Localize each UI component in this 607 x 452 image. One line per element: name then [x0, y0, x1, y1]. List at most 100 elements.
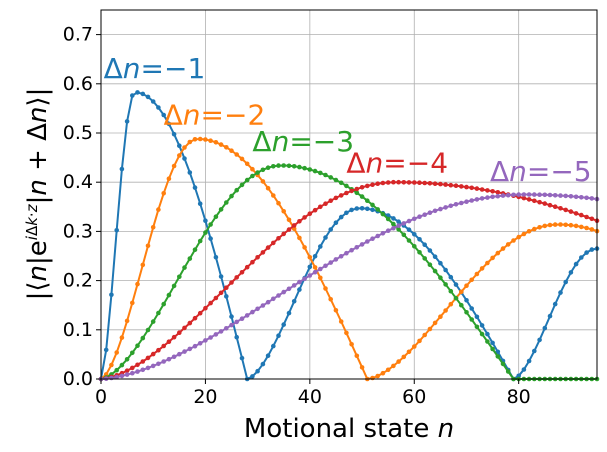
data-point: [448, 203, 454, 209]
data-point: [192, 185, 198, 190]
data-point: [166, 121, 172, 127]
data-point: [286, 163, 292, 169]
data-point: [213, 332, 219, 337]
data-point: [469, 185, 475, 191]
data-point: [286, 286, 292, 292]
data-point: [208, 138, 213, 143]
data-point: [229, 148, 234, 153]
data-point: [464, 298, 469, 303]
data-point: [250, 374, 255, 379]
data-point: [307, 167, 313, 172]
data-point: [406, 349, 412, 355]
data-point: [271, 193, 276, 198]
data-point: [333, 308, 339, 313]
data-point: [276, 163, 281, 168]
data-point: [485, 188, 490, 193]
data-point: [568, 209, 574, 214]
data-point: [166, 176, 172, 181]
data-point: [224, 200, 229, 205]
data-point: [558, 290, 563, 295]
data-point: [563, 222, 568, 228]
data-point: [474, 314, 480, 320]
data-point: [537, 192, 542, 197]
data-point: [385, 180, 391, 185]
data-point: [385, 228, 391, 233]
data-point: [281, 209, 287, 214]
data-point: [495, 349, 501, 355]
data-point: [459, 184, 464, 189]
data-point: [171, 131, 177, 137]
data-point: [422, 212, 428, 217]
data-point: [474, 186, 480, 191]
data-point: [532, 198, 537, 204]
data-point: [281, 322, 287, 327]
data-point: [401, 221, 407, 226]
data-point: [276, 333, 281, 339]
data-point: [359, 185, 365, 190]
data-point: [177, 274, 182, 280]
data-point: [505, 242, 511, 247]
data-point: [552, 301, 558, 307]
data-point: [150, 351, 156, 357]
data-point: [537, 337, 542, 343]
data-point: [218, 329, 224, 334]
data-point: [391, 363, 396, 369]
data-point: [145, 243, 151, 249]
data-point: [349, 342, 354, 347]
data-point: [469, 198, 475, 203]
data-point: [589, 216, 595, 222]
data-point: [124, 372, 130, 377]
x-tick-label: 60: [402, 386, 426, 408]
data-point: [521, 192, 527, 197]
data-point: [568, 194, 574, 199]
data-point: [192, 247, 198, 252]
data-point: [490, 194, 495, 200]
data-point: [469, 277, 475, 283]
data-point: [427, 181, 433, 186]
data-point: [213, 140, 219, 145]
data-point: [328, 260, 334, 265]
data-point: [589, 196, 595, 201]
data-point: [516, 373, 521, 379]
data-point: [271, 240, 276, 246]
x-tick-label: 0: [95, 386, 107, 408]
data-point: [474, 197, 480, 202]
data-point: [182, 325, 187, 331]
data-point: [537, 225, 542, 230]
plot-frame: [100, 9, 598, 380]
data-point: [307, 264, 313, 270]
data-point: [135, 90, 140, 95]
data-point: [396, 223, 401, 228]
data-point: [208, 335, 213, 340]
data-point: [375, 181, 381, 186]
data-point: [443, 282, 448, 287]
data-point: [391, 225, 396, 231]
data-point: [135, 281, 140, 287]
data-point: [109, 292, 114, 298]
data-point: [255, 170, 260, 175]
data-point: [166, 292, 172, 298]
data-point: [260, 361, 266, 367]
data-point: [250, 173, 255, 179]
data-point: [203, 230, 208, 235]
data-point: [328, 175, 334, 180]
data-point: [526, 192, 532, 197]
data-point: [354, 245, 360, 250]
data-point: [124, 119, 130, 124]
data-point: [349, 207, 354, 213]
data-point: [432, 181, 438, 186]
data-point: [197, 238, 203, 244]
data-point: [255, 368, 260, 374]
data-point: [542, 223, 548, 229]
data-point: [271, 164, 276, 169]
data-point: [579, 255, 584, 260]
data-point: [156, 105, 161, 110]
data-point: [177, 143, 182, 148]
data-point: [422, 180, 428, 186]
data-point: [432, 268, 438, 274]
data-point: [140, 367, 146, 373]
data-point: [323, 286, 328, 291]
data-point: [479, 331, 485, 337]
data-point: [396, 227, 401, 232]
